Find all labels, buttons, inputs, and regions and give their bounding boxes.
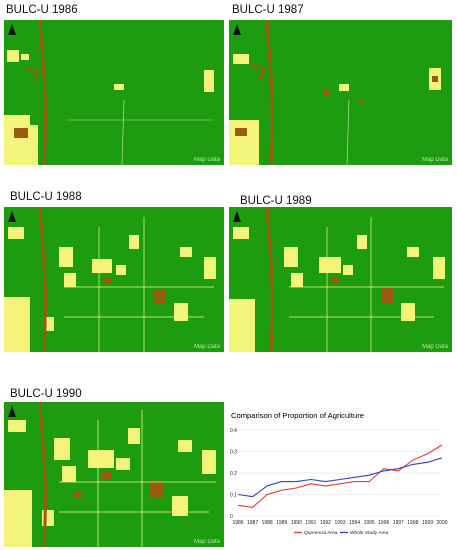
- x-tick-label: 1990: [291, 520, 302, 526]
- x-tick-label: 1989: [276, 520, 287, 526]
- map-watermark: Map Data: [193, 539, 220, 545]
- map-1988: Map Data: [4, 207, 224, 352]
- map-1986: Map Data: [4, 20, 224, 165]
- x-tick-label: 1996: [378, 520, 389, 526]
- y-tick-label: 0.4: [230, 428, 237, 434]
- y-tick-label: 0: [230, 514, 233, 520]
- north-arrow-icon: [8, 406, 16, 417]
- map-watermark: Map Data: [421, 344, 448, 350]
- x-tick-label: 1986: [232, 520, 243, 526]
- x-tick-label: 1999: [422, 520, 433, 526]
- y-tick-label: 0.2: [230, 471, 237, 477]
- north-arrow-icon: [8, 211, 16, 222]
- x-tick-label: 1987: [247, 520, 258, 526]
- x-tick-label: 1988: [262, 520, 273, 526]
- x-tick-label: 1995: [364, 520, 375, 526]
- north-arrow-icon: [233, 211, 241, 222]
- map-1989: Map Data: [229, 207, 452, 352]
- map-watermark: Map Data: [193, 157, 220, 163]
- agriculture-proportion-chart: Comparison of Proportion of Agriculture …: [228, 404, 454, 550]
- map-watermark: Map Data: [421, 157, 448, 163]
- north-arrow-icon: [8, 24, 16, 35]
- north-arrow-icon: [233, 24, 241, 35]
- panel-title-1986: BULC-U 1986: [6, 4, 78, 16]
- x-tick-label: 1991: [305, 520, 316, 526]
- x-tick-label: 1993: [334, 520, 345, 526]
- x-tick-label: 2000: [436, 520, 447, 526]
- x-tick-label: 1994: [349, 520, 360, 526]
- map-1987: Map Data: [229, 20, 452, 165]
- x-tick-label: 1992: [320, 520, 331, 526]
- panel-title-1988: BULC-U 1988: [10, 191, 82, 203]
- series-line-1: [237, 457, 443, 498]
- panel-title-1989: BULC-U 1989: [240, 195, 312, 207]
- legend-label: Querencia Area: [304, 530, 338, 536]
- chart-title: Comparison of Proportion of Agriculture: [231, 411, 364, 420]
- panel-title-1990: BULC-U 1990: [10, 388, 82, 400]
- y-tick-label: 0.3: [230, 449, 237, 455]
- x-tick-label: 1998: [407, 520, 418, 526]
- map-watermark: Map Data: [193, 344, 220, 350]
- legend-label: Whole Study Area: [350, 530, 389, 536]
- series-line-0: [237, 444, 443, 508]
- panel-title-1987: BULC-U 1987: [232, 4, 304, 16]
- y-tick-label: 0.1: [230, 492, 237, 498]
- map-1990: Map Data: [4, 402, 224, 547]
- x-tick-label: 1997: [393, 520, 404, 526]
